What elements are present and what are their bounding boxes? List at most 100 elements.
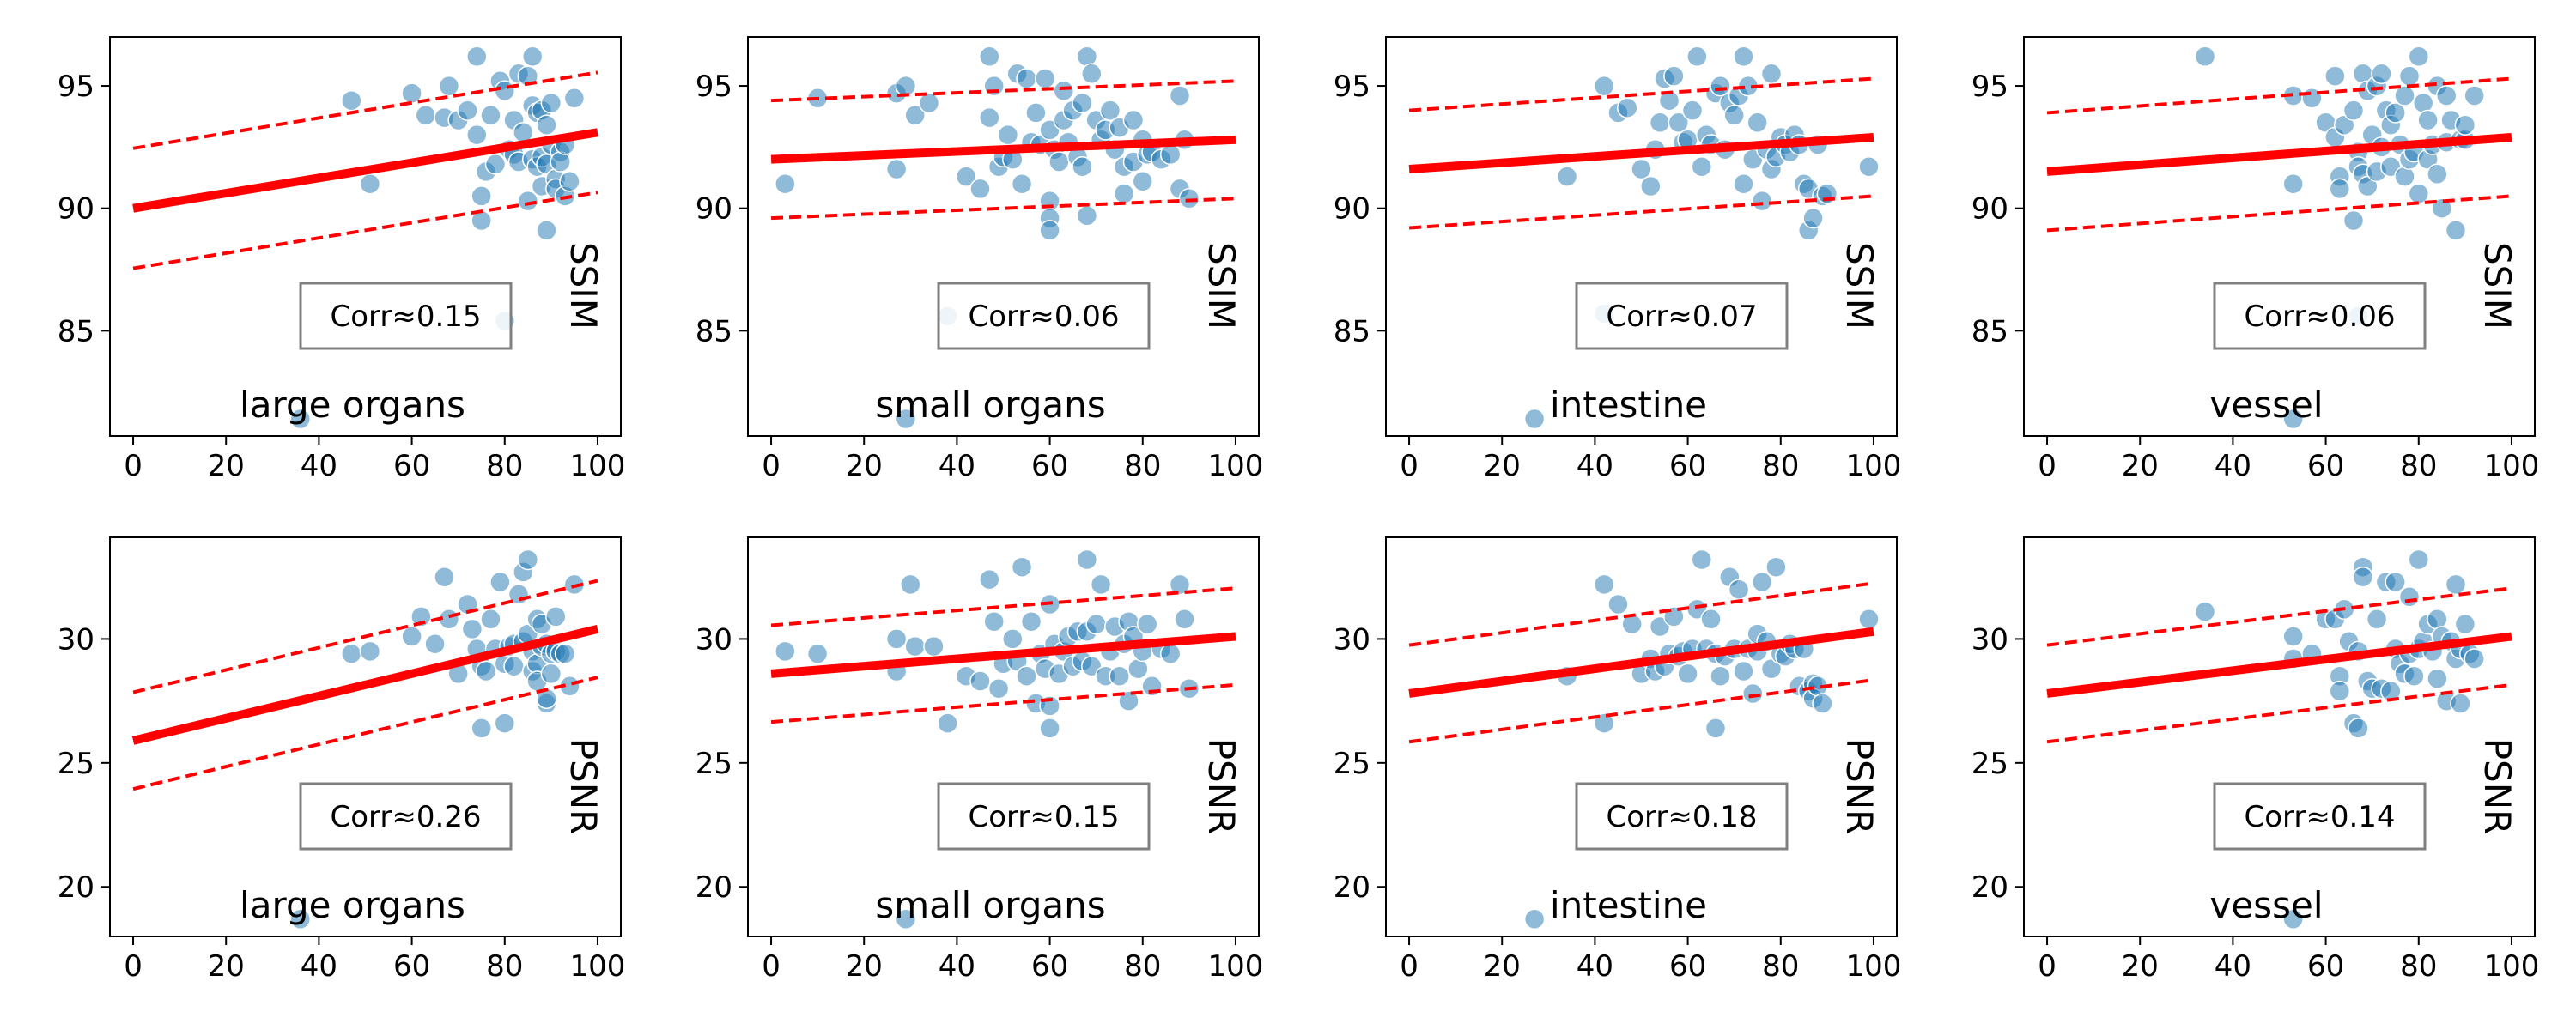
regression-line xyxy=(131,625,599,745)
y-tick-label: 20 xyxy=(58,870,94,905)
x-tick-label: 80 xyxy=(486,449,523,483)
x-tick-label: 100 xyxy=(1846,949,1902,984)
scatter-point xyxy=(2282,173,2304,195)
y-tick-label: 95 xyxy=(696,70,732,104)
scatter-point xyxy=(1174,609,1195,630)
scatter-point xyxy=(2445,573,2467,596)
scatter-point xyxy=(466,45,488,68)
lower-band-line xyxy=(1408,194,1874,230)
y-tick-label: 30 xyxy=(1971,622,2008,657)
metric-label: SSIM xyxy=(1200,242,1242,330)
scatter-point xyxy=(1747,112,1768,134)
axes-frame xyxy=(2023,536,2536,937)
scatter-point xyxy=(1169,85,1191,106)
category-label: large organs xyxy=(240,384,465,426)
scatter-point xyxy=(438,75,460,97)
axes-frame xyxy=(2023,36,2536,437)
x-tick-label: 40 xyxy=(1577,949,1613,984)
scatter-point xyxy=(1132,171,1154,192)
scatter-point xyxy=(1658,89,1680,112)
y-tick-label: 95 xyxy=(1971,70,2008,104)
scatter-point xyxy=(545,606,567,627)
metric-label: PSNR xyxy=(1200,738,1242,835)
x-tick-label: 0 xyxy=(762,949,781,984)
scatter-point xyxy=(1607,593,1629,615)
category-label: small organs xyxy=(875,884,1105,926)
x-tick-label: 20 xyxy=(1484,449,1521,483)
scatter-point xyxy=(1700,609,1722,630)
scatter-point xyxy=(2282,908,2304,930)
scatter-point xyxy=(1710,665,1731,687)
scatter-point xyxy=(2464,648,2485,670)
x-tick-label: 80 xyxy=(2400,449,2437,483)
scatter-point xyxy=(2342,100,2365,121)
regression-line xyxy=(132,128,598,213)
axes-frame xyxy=(1385,36,1898,437)
upper-band-line xyxy=(1408,76,1874,112)
scatter-point xyxy=(1640,175,1662,197)
scatter-point xyxy=(1760,657,1783,680)
y-tick-label: 90 xyxy=(1334,192,1370,227)
scatter-point xyxy=(2282,408,2304,430)
scatter-point xyxy=(937,712,958,734)
scatter-point xyxy=(1002,628,1024,650)
upper-band-line xyxy=(770,79,1236,103)
scatter-point xyxy=(1523,408,1546,430)
x-tick-label: 0 xyxy=(1400,949,1419,984)
corr-label: Corr≈0.14 xyxy=(2244,800,2395,834)
y-tick-label: 90 xyxy=(58,192,94,227)
data-marks xyxy=(1408,548,1880,930)
scatter-point xyxy=(969,670,991,692)
y-tick-label: 20 xyxy=(1971,870,2008,905)
scatter-point xyxy=(1617,97,1638,118)
scatter-point xyxy=(2431,197,2453,219)
scatter-point xyxy=(2454,613,2476,635)
scatter-point xyxy=(2394,85,2415,106)
scatter-point xyxy=(1691,548,1713,571)
scatter-point xyxy=(895,75,917,97)
upper-band-line xyxy=(1408,581,1874,647)
upper-band-line xyxy=(770,586,1236,627)
corr-box xyxy=(937,782,1151,851)
scatter-point xyxy=(1020,610,1042,633)
metric-label: SSIM xyxy=(2476,242,2518,330)
scatter-point xyxy=(775,640,796,663)
scatter-point xyxy=(1081,63,1103,85)
scatter-point xyxy=(2282,626,2304,647)
scatter-point xyxy=(1858,609,1880,630)
scatter-point xyxy=(1593,75,1615,97)
scatter-point xyxy=(559,171,580,192)
x-tick-label: 60 xyxy=(1669,949,1706,984)
scatter-point xyxy=(979,106,1000,129)
corr-label: Corr≈0.15 xyxy=(968,800,1119,834)
scatter-point xyxy=(517,190,539,212)
scatter-point xyxy=(471,718,492,739)
scatter-point xyxy=(904,635,926,657)
scatter-point xyxy=(410,606,432,627)
scatter-point xyxy=(1109,665,1130,687)
corr-label: Corr≈0.26 xyxy=(330,800,481,834)
scatter-point xyxy=(1765,556,1787,578)
scatter-point xyxy=(503,655,525,677)
scatter-point xyxy=(466,124,488,146)
data-marks xyxy=(1408,45,1880,430)
scatter-point xyxy=(494,712,516,734)
y-tick-label: 90 xyxy=(696,192,732,227)
scatter-point xyxy=(969,178,991,200)
scatter-point xyxy=(979,45,1000,68)
regression-line xyxy=(2046,632,2512,698)
scatter-point xyxy=(563,88,586,109)
x-tick-label: 80 xyxy=(486,949,523,984)
x-tick-label: 60 xyxy=(1031,449,1068,483)
scatter-point xyxy=(806,643,829,664)
y-tick-label: 25 xyxy=(1334,747,1370,781)
upper-band-line xyxy=(2046,586,2512,647)
x-tick-label: 0 xyxy=(2038,949,2057,984)
scatter-point xyxy=(359,640,381,663)
x-tick-label: 60 xyxy=(2307,449,2344,483)
scatter-point xyxy=(1556,166,1578,187)
metric-label: PSNR xyxy=(2476,738,2518,835)
regression-line xyxy=(770,135,1236,164)
scatter-point xyxy=(1593,573,1615,596)
